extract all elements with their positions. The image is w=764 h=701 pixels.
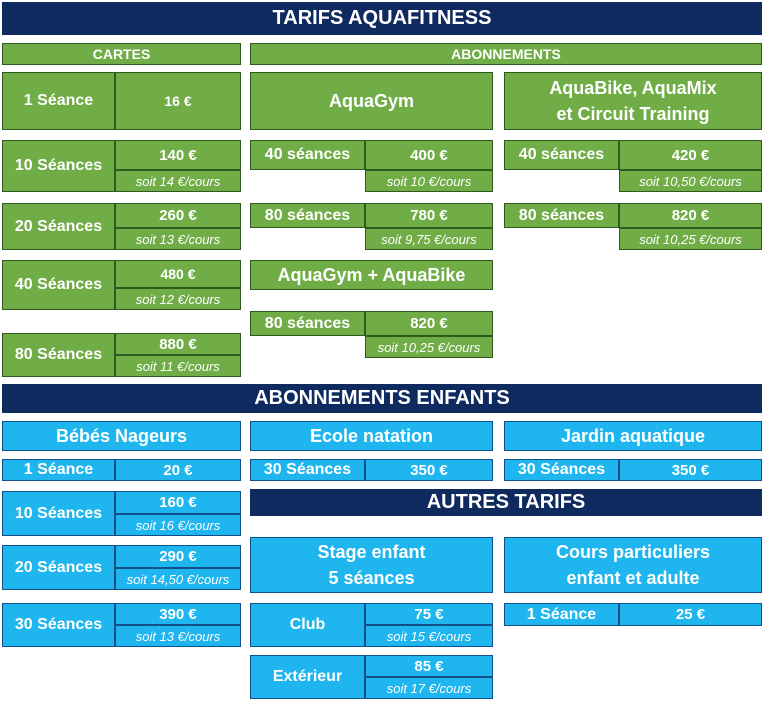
cartes-row-4-price: 480 € xyxy=(115,260,241,288)
bebes-row-3-price: 290 € xyxy=(115,545,241,568)
aquagym-row-1-per: soit 10 €/cours xyxy=(365,170,493,192)
aquabike-row-1-per: soit 10,50 €/cours xyxy=(619,170,762,192)
jardin-title: Jardin aquatique xyxy=(504,421,762,451)
aquabike-row-2-label: 80 séances xyxy=(504,203,619,228)
aquagym-row-2-price: 780 € xyxy=(365,203,493,228)
bebes-row-2-price: 160 € xyxy=(115,491,241,514)
bebes-row-3-label: 20 Séances xyxy=(2,545,115,590)
autres-header: AUTRES TARIFS xyxy=(250,489,762,516)
ecole-row-1-price: 350 € xyxy=(365,459,493,481)
combo-row-1-label: 80 séances xyxy=(250,311,365,336)
bebes-row-1-label: 1 Séance xyxy=(2,459,115,481)
bebes-row-1-price: 20 € xyxy=(115,459,241,481)
aquabike-row-2-price: 820 € xyxy=(619,203,762,228)
aquabike-row-2-per: soit 10,25 €/cours xyxy=(619,228,762,250)
combo-row-1-per: soit 10,25 €/cours xyxy=(365,336,493,358)
cartes-row-1-price: 16 € xyxy=(115,72,241,130)
cartes-row-1-label: 1 Séance xyxy=(2,72,115,130)
stage-row-1-label: Club xyxy=(250,603,365,647)
bebes-row-2-per: soit 16 €/cours xyxy=(115,514,241,536)
abonnements-header: ABONNEMENTS xyxy=(250,43,762,65)
page-title: TARIFS AQUAFITNESS xyxy=(2,2,762,35)
cartes-row-2-label: 10 Séances xyxy=(2,140,115,192)
aquagym-row-2-per: soit 9,75 €/cours xyxy=(365,228,493,250)
cartes-row-3-per: soit 13 €/cours xyxy=(115,228,241,250)
stage-row-2-price: 85 € xyxy=(365,655,493,677)
cartes-row-3-label: 20 Séances xyxy=(2,203,115,250)
bebes-row-2-label: 10 Séances xyxy=(2,491,115,536)
bebes-row-4-price: 390 € xyxy=(115,603,241,625)
bebes-row-4-per: soit 13 €/cours xyxy=(115,625,241,647)
stage-row-2-label: Extérieur xyxy=(250,655,365,699)
cours-row-1-price: 25 € xyxy=(619,603,762,626)
cartes-header: CARTES xyxy=(2,43,241,65)
cartes-row-5-price: 880 € xyxy=(115,333,241,355)
cours-title: Cours particuliers enfant et adulte xyxy=(504,537,762,593)
cartes-row-4-per: soit 12 €/cours xyxy=(115,288,241,310)
aquabike-row-1-price: 420 € xyxy=(619,140,762,170)
combo-title: AquaGym + AquaBike xyxy=(250,260,493,290)
bebes-title: Bébés Nageurs xyxy=(2,421,241,451)
stage-title: Stage enfant 5 séances xyxy=(250,537,493,593)
cartes-row-5-label: 80 Séances xyxy=(2,333,115,377)
ecole-row-1-label: 30 Séances xyxy=(250,459,365,481)
aquabike-title: AquaBike, AquaMix et Circuit Training xyxy=(504,72,762,130)
bebes-row-4-label: 30 Séances xyxy=(2,603,115,647)
aquagym-title: AquaGym xyxy=(250,72,493,130)
combo-row-1-price: 820 € xyxy=(365,311,493,336)
aquagym-row-2-label: 80 séances xyxy=(250,203,365,228)
cartes-row-3-price: 260 € xyxy=(115,203,241,228)
stage-row-1-per: soit 15 €/cours xyxy=(365,625,493,647)
cartes-row-2-per: soit 14 €/cours xyxy=(115,170,241,192)
enfants-header: ABONNEMENTS ENFANTS xyxy=(2,384,762,413)
ecole-title: Ecole natation xyxy=(250,421,493,451)
cartes-row-5-per: soit 11 €/cours xyxy=(115,355,241,377)
cartes-row-2-price: 140 € xyxy=(115,140,241,170)
bebes-row-3-per: soit 14,50 €/cours xyxy=(115,568,241,590)
cartes-row-4-label: 40 Séances xyxy=(2,260,115,310)
aquabike-row-1-label: 40 séances xyxy=(504,140,619,170)
aquagym-row-1-label: 40 séances xyxy=(250,140,365,170)
stage-row-1-price: 75 € xyxy=(365,603,493,625)
aquagym-row-1-price: 400 € xyxy=(365,140,493,170)
cours-row-1-label: 1 Séance xyxy=(504,603,619,626)
jardin-row-1-label: 30 Séances xyxy=(504,459,619,481)
jardin-row-1-price: 350 € xyxy=(619,459,762,481)
stage-row-2-per: soit 17 €/cours xyxy=(365,677,493,699)
